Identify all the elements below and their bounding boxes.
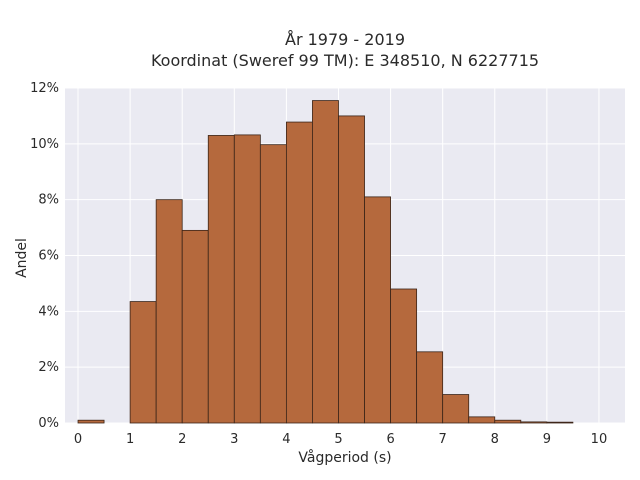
histogram-bar <box>312 100 339 424</box>
histogram-bar <box>390 288 418 424</box>
histogram-bar <box>520 421 548 424</box>
histogram-bar <box>468 416 496 424</box>
histogram-bar <box>181 229 209 424</box>
x-tick-label: 9 <box>543 432 551 447</box>
histogram-bar <box>77 419 105 424</box>
chart-title-line-1: År 1979 - 2019 <box>285 30 405 49</box>
y-axis-ticks: 0% 2% 4% 6% 8% 10% 12% <box>30 81 59 431</box>
x-tick-label: 6 <box>386 432 394 447</box>
y-axis-label: Andel <box>14 238 30 278</box>
histogram-bar <box>546 421 574 424</box>
x-tick-label: 0 <box>74 432 82 447</box>
histogram-bar <box>494 419 522 424</box>
x-tick-label: 2 <box>178 432 186 447</box>
y-tick-label: 0% <box>38 416 59 431</box>
x-tick-label: 3 <box>230 432 238 447</box>
histogram-bar <box>207 135 235 424</box>
histogram-bar <box>233 134 261 424</box>
x-axis-ticks: 0 1 2 3 4 5 6 7 8 9 10 <box>74 432 607 447</box>
histogram-bar <box>338 115 365 424</box>
y-tick-label: 6% <box>38 249 59 264</box>
y-tick-label: 8% <box>38 193 59 208</box>
x-tick-label: 10 <box>591 432 608 447</box>
x-axis-label: Vågperiod (s) <box>298 449 391 466</box>
y-tick-label: 4% <box>38 304 59 319</box>
histogram-bar <box>285 121 313 424</box>
x-tick-label: 4 <box>282 432 290 447</box>
histogram-bar <box>364 196 391 424</box>
chart-title-line-2: Koordinat (Sweref 99 TM): E 348510, N 62… <box>151 51 539 70</box>
y-tick-label: 12% <box>30 81 59 96</box>
y-tick-label: 2% <box>38 360 59 375</box>
bars <box>77 100 574 424</box>
x-tick-label: 8 <box>491 432 499 447</box>
x-tick-label: 7 <box>439 432 447 447</box>
histogram-bar <box>129 301 157 424</box>
x-tick-label: 5 <box>334 432 342 447</box>
x-tick-label: 1 <box>126 432 134 447</box>
histogram-bar <box>442 394 470 424</box>
histogram-bar <box>416 351 444 424</box>
histogram-bar <box>155 199 183 424</box>
y-tick-label: 10% <box>30 137 59 152</box>
histogram-bar <box>259 144 287 424</box>
